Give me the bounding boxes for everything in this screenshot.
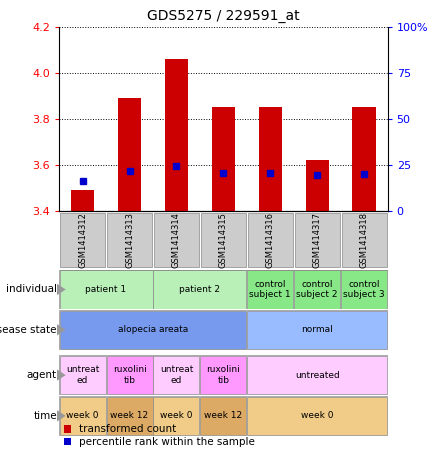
- Polygon shape: [57, 284, 66, 295]
- Bar: [60, 311, 246, 349]
- Bar: [118, 98, 141, 211]
- Text: untreat
ed: untreat ed: [66, 366, 99, 385]
- Text: week 12: week 12: [204, 411, 243, 420]
- Text: week 12: week 12: [110, 411, 148, 420]
- Bar: [295, 213, 340, 267]
- Text: GSM1414318: GSM1414318: [360, 212, 369, 268]
- Bar: [153, 397, 199, 435]
- Bar: [154, 213, 199, 267]
- Bar: [153, 270, 246, 308]
- Bar: [201, 213, 246, 267]
- Text: disease state: disease state: [0, 325, 57, 335]
- Text: GSM1414315: GSM1414315: [219, 212, 228, 268]
- Bar: [247, 397, 387, 435]
- Polygon shape: [57, 324, 66, 336]
- Bar: [247, 270, 293, 308]
- Bar: [64, 425, 71, 433]
- Text: percentile rank within the sample: percentile rank within the sample: [79, 437, 255, 447]
- Bar: [247, 356, 387, 394]
- Bar: [342, 213, 387, 267]
- Title: GDS5275 / 229591_at: GDS5275 / 229591_at: [147, 10, 300, 24]
- Text: GSM1414312: GSM1414312: [78, 212, 87, 268]
- Bar: [60, 397, 106, 435]
- Polygon shape: [57, 410, 66, 422]
- Bar: [258, 107, 282, 211]
- Bar: [305, 160, 329, 211]
- Text: GSM1414317: GSM1414317: [313, 212, 322, 268]
- Text: control
subject 3: control subject 3: [343, 280, 385, 299]
- Bar: [247, 311, 387, 349]
- Text: control
subject 2: control subject 2: [297, 280, 338, 299]
- Bar: [153, 356, 199, 394]
- Polygon shape: [57, 369, 66, 381]
- Bar: [353, 107, 376, 211]
- Text: ruxolini
tib: ruxolini tib: [113, 366, 146, 385]
- Text: untreat
ed: untreat ed: [160, 366, 193, 385]
- Text: transformed count: transformed count: [79, 424, 176, 434]
- Bar: [165, 59, 188, 211]
- Bar: [60, 270, 152, 308]
- Text: individual: individual: [6, 284, 57, 294]
- Text: ruxolini
tib: ruxolini tib: [206, 366, 240, 385]
- Bar: [341, 270, 387, 308]
- Bar: [200, 356, 246, 394]
- Bar: [64, 438, 71, 445]
- Text: normal: normal: [301, 325, 333, 334]
- Text: week 0: week 0: [160, 411, 193, 420]
- Text: time: time: [33, 411, 57, 421]
- Text: patient 1: patient 1: [85, 285, 127, 294]
- Text: agent: agent: [27, 370, 57, 380]
- Bar: [106, 356, 152, 394]
- Bar: [248, 213, 293, 267]
- Bar: [200, 397, 246, 435]
- Text: alopecia areata: alopecia areata: [118, 325, 188, 334]
- Text: control
subject 1: control subject 1: [250, 280, 291, 299]
- Bar: [294, 270, 340, 308]
- Text: week 0: week 0: [66, 411, 99, 420]
- Bar: [60, 356, 106, 394]
- Bar: [71, 190, 94, 211]
- Text: untreated: untreated: [295, 371, 339, 380]
- Bar: [106, 397, 152, 435]
- Bar: [212, 107, 235, 211]
- Text: GSM1414313: GSM1414313: [125, 212, 134, 268]
- Text: week 0: week 0: [301, 411, 333, 420]
- Text: GSM1414314: GSM1414314: [172, 212, 181, 268]
- Text: patient 2: patient 2: [180, 285, 220, 294]
- Text: GSM1414316: GSM1414316: [266, 212, 275, 268]
- Bar: [60, 213, 105, 267]
- Bar: [107, 213, 152, 267]
